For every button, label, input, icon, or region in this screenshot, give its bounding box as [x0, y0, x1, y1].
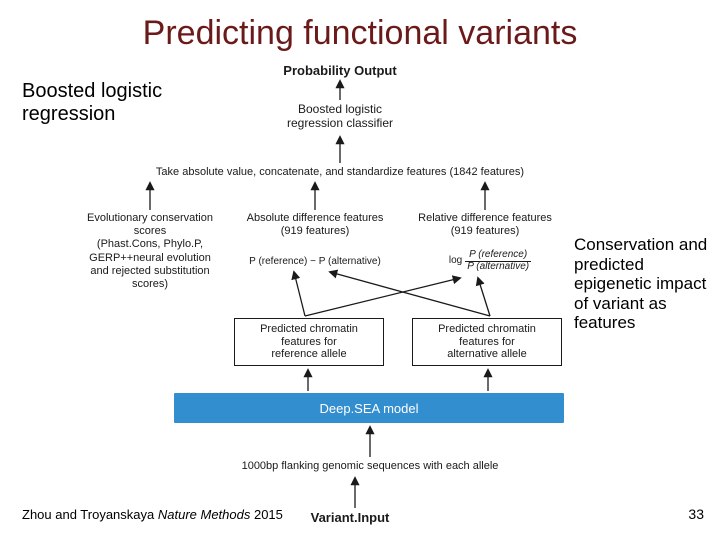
label-probability-output: Probability Output [250, 63, 430, 79]
box-ref-text: Predicted chromatin features for referen… [260, 323, 358, 361]
label-conservation-scores: Evolutionary conservation scores (Phast.… [65, 212, 235, 291]
annotation-features: Conservation and predicted epigenetic im… [574, 235, 708, 333]
math-abs-diff: P (reference) − P (alternative) [230, 257, 400, 268]
label-rel-diff: Relative difference features (919 featur… [400, 212, 570, 238]
label-variant-input: Variant.Input [270, 510, 430, 526]
box-ref-allele: Predicted chromatin features for referen… [234, 318, 384, 366]
math-rel-log: log [449, 256, 462, 267]
label-classifier: Boosted logistic regression classifier [270, 102, 410, 131]
box-alt-allele: Predicted chromatin features for alterna… [412, 318, 562, 366]
label-standardize: Take absolute value, concatenate, and st… [110, 166, 570, 179]
math-rel-diff: log P (reference) P (alternative) [420, 250, 560, 272]
box-alt-text: Predicted chromatin features for alterna… [438, 323, 536, 361]
label-abs-diff: Absolute difference features (919 featur… [230, 212, 400, 238]
box-deepsea: Deep.SEA model [174, 393, 564, 423]
math-abs-expr: P (reference) − P (alternative) [249, 256, 381, 267]
math-rel-top: P (reference) [465, 250, 531, 262]
box-deepsea-text: Deep.SEA model [319, 401, 418, 416]
page-title: Predicting functional variants [0, 14, 720, 53]
diagram: Probability Output Boosted logistic regr… [80, 60, 585, 530]
page-number: 33 [688, 506, 704, 522]
math-rel-bot: P (alternative) [465, 262, 531, 273]
label-flanking: 1000bp flanking genomic sequences with e… [170, 460, 570, 473]
